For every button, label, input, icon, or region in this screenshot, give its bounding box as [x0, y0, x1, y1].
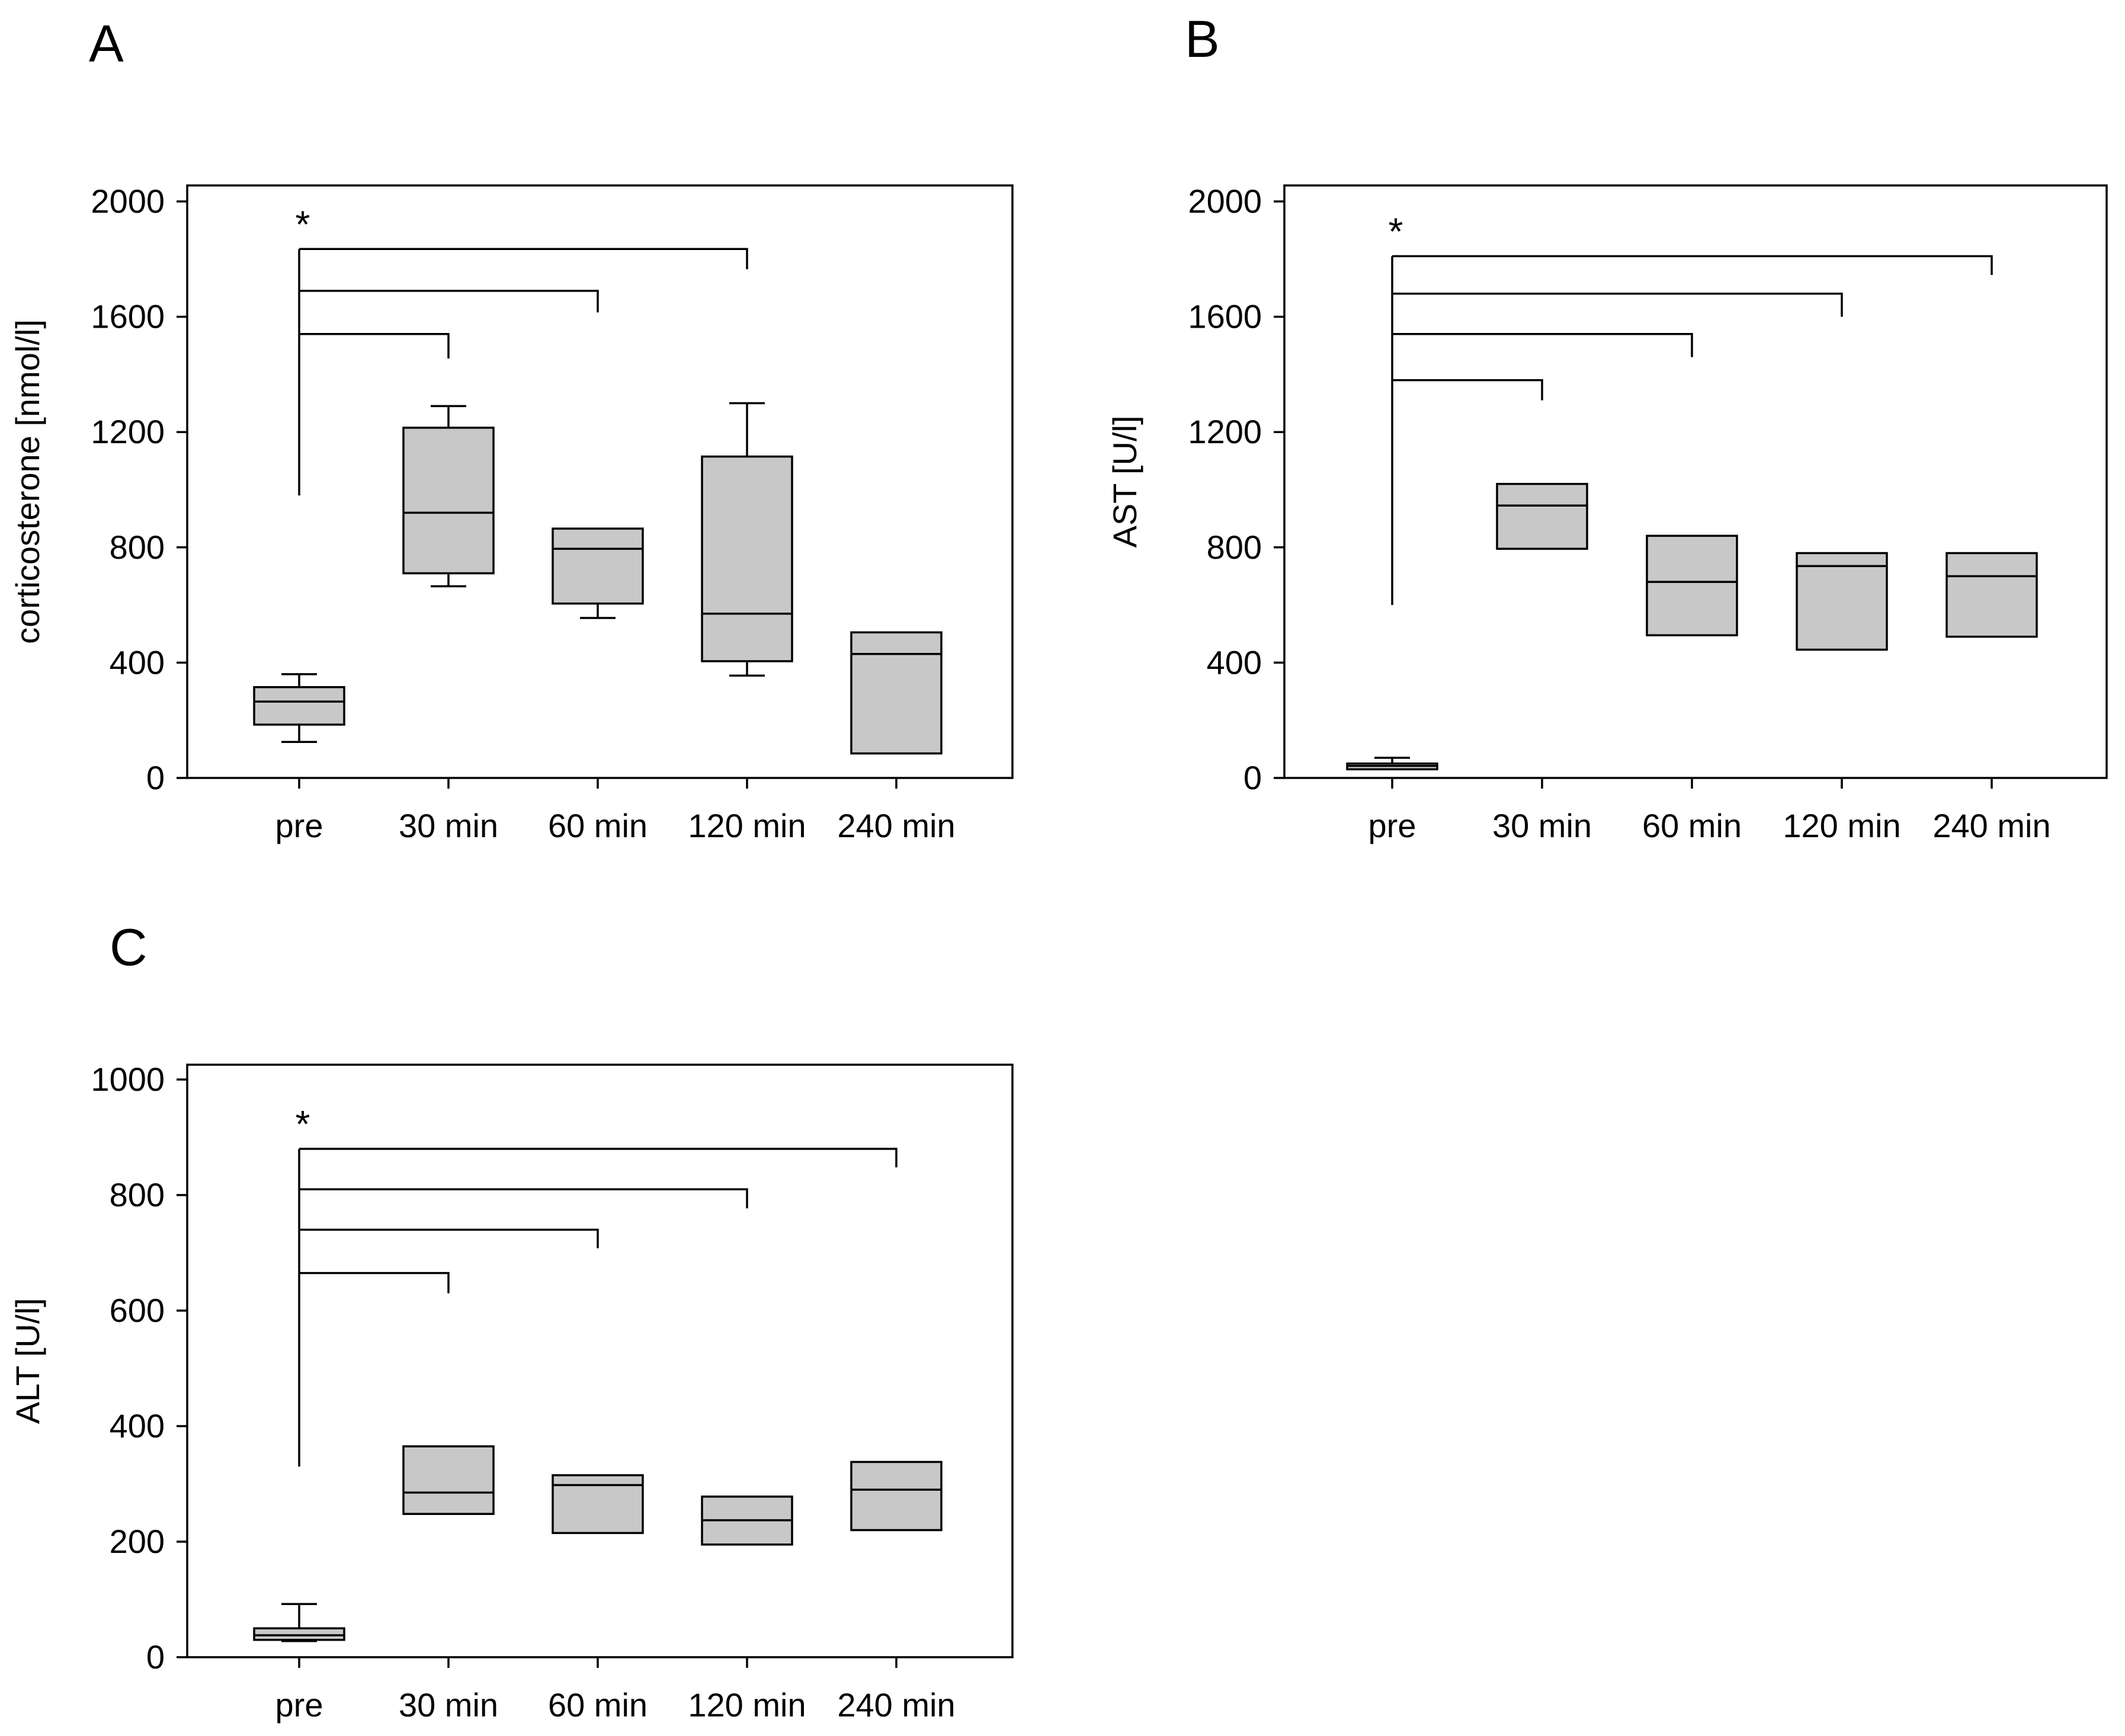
- y-tick-label: 2000: [91, 182, 165, 220]
- box-body: [701, 455, 793, 662]
- y-tick-label: 1200: [1188, 413, 1262, 450]
- y-tick-label: 600: [110, 1292, 165, 1329]
- box-body: [1646, 534, 1738, 636]
- significance-bracket: [299, 290, 599, 313]
- significance-bracket: [1392, 379, 1543, 401]
- y-axis-label: corticosterone [nmol/l]: [9, 319, 46, 644]
- significance-bracket: [1392, 255, 1993, 276]
- y-tick-label: 400: [1207, 643, 1262, 681]
- box-body: [552, 1474, 644, 1535]
- significance-star: *: [296, 1103, 310, 1145]
- y-tick-label: 2000: [1188, 182, 1262, 220]
- panel-letter-c: C: [110, 918, 148, 976]
- x-tick-label: 120 min: [688, 1686, 806, 1724]
- significance-bracket: [299, 1148, 898, 1168]
- x-tick-label: pre: [275, 1686, 323, 1724]
- panel-letter-a: A: [89, 14, 124, 73]
- x-tick-label: 30 min: [1492, 807, 1592, 844]
- significance-bracket: [299, 1188, 748, 1209]
- panel-letter-b: B: [1185, 9, 1220, 68]
- y-tick-label: 0: [146, 759, 165, 796]
- x-tick-label: 240 min: [837, 1686, 955, 1724]
- y-tick-label: 1000: [91, 1061, 165, 1098]
- y-tick-label: 200: [110, 1523, 165, 1560]
- x-tick-label: 30 min: [399, 1686, 498, 1724]
- box-body: [253, 686, 345, 726]
- significance-bracket: [299, 1228, 599, 1248]
- significance-star: *: [1389, 210, 1403, 252]
- y-axis-label: AST [U/l]: [1106, 415, 1143, 547]
- y-tick-label: 0: [1243, 759, 1262, 796]
- y-tick-label: 1200: [91, 413, 165, 450]
- box-body: [1796, 552, 1888, 651]
- y-tick-label: 800: [110, 529, 165, 566]
- plot-frame: [186, 1064, 1014, 1658]
- x-tick-label: 60 min: [1642, 807, 1742, 844]
- y-tick-label: 800: [110, 1176, 165, 1213]
- y-tick-label: 1600: [1188, 298, 1262, 335]
- x-tick-label: 120 min: [1783, 807, 1900, 844]
- plot-frame: [186, 184, 1014, 779]
- box-body: [1945, 552, 2038, 638]
- y-axis-label: ALT [U/l]: [9, 1298, 46, 1424]
- x-tick-label: 240 min: [837, 807, 955, 844]
- box-body: [402, 427, 495, 575]
- box-body: [850, 1460, 943, 1532]
- x-tick-label: 60 min: [548, 807, 648, 844]
- x-tick-label: pre: [275, 807, 323, 844]
- x-tick-label: 240 min: [1932, 807, 2050, 844]
- x-tick-label: 60 min: [548, 1686, 648, 1724]
- significance-bracket: [299, 1271, 450, 1293]
- y-tick-label: 0: [146, 1638, 165, 1676]
- plot-frame: [1283, 184, 2108, 779]
- significance-bracket: [1392, 292, 1843, 317]
- y-tick-label: 400: [110, 643, 165, 681]
- box-body: [850, 631, 943, 755]
- significance-bracket: [299, 333, 450, 359]
- y-tick-label: 400: [110, 1407, 165, 1444]
- significance-bracket: [299, 248, 748, 270]
- y-tick-label: 800: [1207, 529, 1262, 566]
- x-tick-label: pre: [1368, 807, 1416, 844]
- y-tick-label: 1600: [91, 298, 165, 335]
- box-body: [253, 1627, 345, 1641]
- box-body: [1496, 483, 1588, 550]
- box-body: [552, 527, 644, 605]
- x-tick-label: 30 min: [399, 807, 498, 844]
- significance-bracket: [1392, 333, 1693, 357]
- significance-star: *: [296, 203, 310, 245]
- x-tick-label: 120 min: [688, 807, 806, 844]
- box-body: [402, 1445, 495, 1515]
